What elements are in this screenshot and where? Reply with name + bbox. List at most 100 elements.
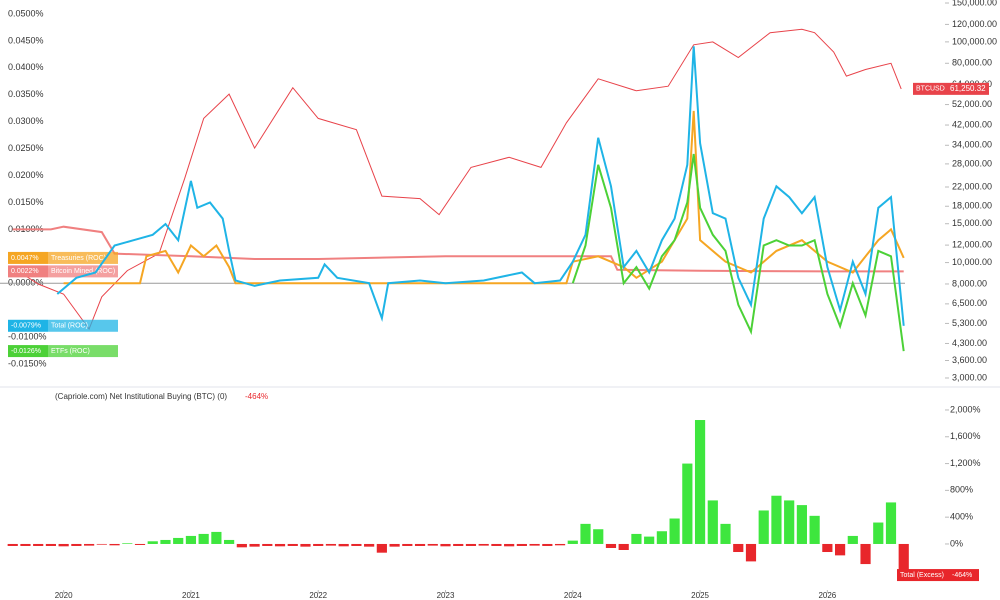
series-tag: ETFs (ROC) [51,348,90,355]
x-tick-label: 2025 [691,591,709,600]
value-tag-name: Total (Excess) [900,572,944,579]
bar [33,543,44,546]
bar [20,543,31,546]
bar [580,523,591,544]
bar [109,543,120,546]
value-tag-bg [949,569,979,582]
bar [45,543,57,546]
y2-tick-label: 120,000.00 [952,19,997,29]
series-tag-bg [48,265,118,278]
y2-tick-label: 150,000.00 [952,0,997,7]
bar [873,522,884,544]
y-tick-label: 0.0450% [8,35,44,45]
y-tick-label: -0.0150% [8,358,47,368]
y-tick-label: 0.0300% [8,116,44,126]
bar [516,543,527,546]
bar [605,543,617,548]
series-line [12,28,902,331]
x-tick-label: 2026 [818,591,836,600]
value-tag-bg [8,345,48,358]
bar [465,543,477,546]
bar [325,543,337,546]
bar [313,543,324,546]
bar [593,529,604,544]
y2-tick-label: 6,500.00 [952,298,987,308]
y-tick-label: 0.0250% [8,143,44,153]
bar [860,543,871,565]
bar [542,543,553,546]
price-tag-bg [947,82,989,95]
bar [287,543,298,546]
y-tick-label: 0.0150% [8,197,44,207]
y2-tick-label: 52,000.00 [952,99,992,109]
y-tick-label: 0.0350% [8,89,44,99]
y-tick-label: 0% [950,538,963,548]
bar [185,535,197,544]
bar [529,543,540,546]
bar [122,543,133,544]
bar [644,536,655,544]
bar [834,543,846,556]
bar [745,543,757,562]
bar [847,535,858,544]
bar [84,543,95,546]
bar [134,543,146,545]
y-tick-label: 800% [950,485,973,495]
series-tag-bg [48,345,118,358]
value-tag: -464% [952,572,972,579]
bar [160,539,171,544]
bar [58,543,69,547]
y2-tick-label: 42,000.00 [952,119,992,129]
y2-tick-label: 3,000.00 [952,372,987,382]
series-line [571,153,905,352]
indicator-value: -464% [245,392,268,401]
y2-tick-label: 18,000.00 [952,201,992,211]
indicator-title: (Capriole.com) Net Institutional Buying … [55,392,227,401]
bar [376,543,387,553]
y2-tick-label: 22,000.00 [952,181,992,191]
bar [338,543,349,547]
bar [351,543,362,546]
bar [453,543,464,546]
bar [71,543,82,546]
bar [274,543,286,547]
y2-tick-label: 28,000.00 [952,158,992,168]
value-tag-bg [8,251,48,264]
y2-tick-label: 34,000.00 [952,140,992,150]
value-tag: 0.0047% [11,255,39,262]
y-tick-label: 0.0200% [8,170,44,180]
bar [211,531,222,544]
bar [694,420,706,544]
y2-tick-label: 15,000.00 [952,218,992,228]
series-tag: Bitcoin Mined (ROC) [51,268,115,275]
y2-tick-label: 4,300.00 [952,338,987,348]
series-tag-bg [48,251,118,264]
y2-tick-label: 100,000.00 [952,36,997,46]
y-tick-label: 0.0500% [8,8,44,18]
bar [707,500,718,544]
bar [7,543,18,546]
bar [198,533,209,544]
bar [224,539,235,544]
series-line [12,225,904,273]
y-tick-label: 1,200% [950,458,981,468]
bar [554,543,566,546]
x-tick-label: 2024 [564,591,582,600]
bar [402,543,413,546]
series-line [63,110,905,285]
bar [809,515,820,544]
x-tick-label: 2021 [182,591,200,600]
value-tag-name-bg [897,569,949,582]
bar [96,543,107,545]
bar [669,518,680,544]
bar [618,543,629,550]
bar [427,543,438,546]
y-tick-label: -0.0100% [8,331,47,341]
y-tick-label: 1,600% [950,431,981,441]
bar [796,505,807,544]
y2-tick-label: 10,000.00 [952,257,992,267]
bar [491,543,502,546]
bar [389,543,400,547]
bar [504,543,515,547]
bar [364,543,375,547]
